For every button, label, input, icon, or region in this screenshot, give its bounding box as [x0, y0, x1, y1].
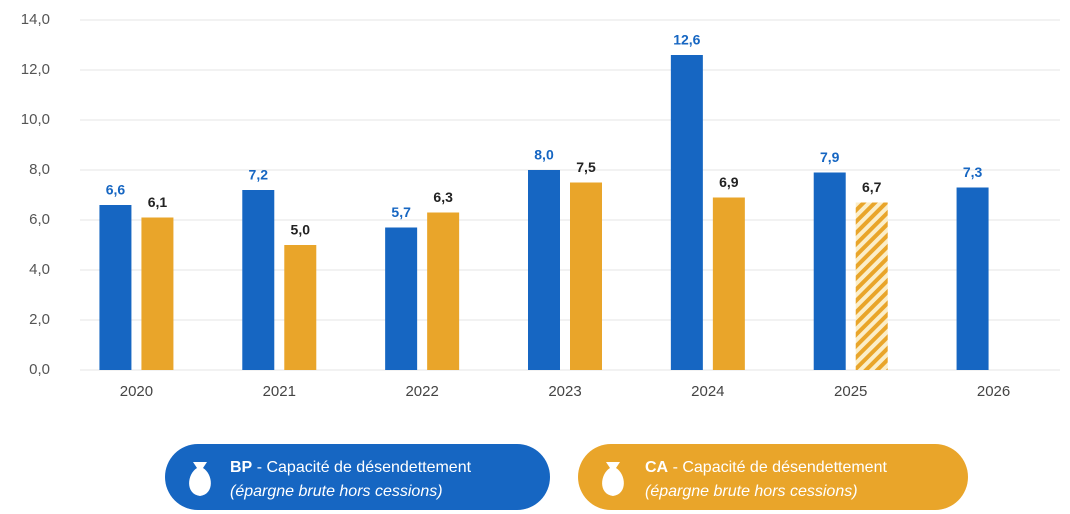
value-label: 6,9	[719, 174, 739, 190]
y-tick-label: 12,0	[21, 61, 50, 78]
bar	[855, 202, 888, 370]
value-label: 6,6	[106, 182, 126, 198]
bar	[813, 172, 846, 370]
x-tick-label: 2023	[548, 383, 581, 400]
value-label: 6,3	[433, 189, 453, 205]
x-tick-label: 2025	[834, 383, 867, 400]
value-label: 6,1	[148, 194, 168, 210]
legend-pill	[165, 444, 550, 510]
value-label: 12,6	[673, 32, 700, 48]
value-label: 7,2	[249, 167, 269, 183]
bar	[385, 227, 418, 370]
value-label: 6,7	[862, 179, 882, 195]
value-label: 5,0	[291, 222, 311, 238]
bar	[141, 217, 174, 370]
y-tick-label: 10,0	[21, 111, 50, 128]
value-label: 7,3	[963, 164, 983, 180]
value-label: 8,0	[534, 147, 554, 163]
bar	[284, 245, 317, 370]
bar	[712, 197, 745, 370]
y-tick-label: 0,0	[29, 361, 50, 378]
x-tick-label: 2022	[405, 383, 438, 400]
legend-label: BP - Capacité de désendettement	[230, 459, 472, 476]
bar	[99, 205, 132, 370]
y-tick-label: 4,0	[29, 261, 50, 278]
legend-pill	[578, 444, 968, 510]
y-tick-label: 2,0	[29, 311, 50, 328]
legend-note: (épargne brute hors cessions)	[645, 483, 858, 500]
value-label: 5,7	[391, 204, 411, 220]
x-tick-label: 2021	[263, 383, 296, 400]
bar	[528, 170, 560, 370]
legend-icon	[189, 462, 211, 496]
legend-label: CA - Capacité de désendettement	[645, 459, 887, 476]
legend-icon	[602, 462, 624, 496]
x-tick-label: 2020	[120, 383, 153, 400]
bar	[570, 182, 602, 370]
legend-note: (épargne brute hors cessions)	[230, 483, 443, 500]
y-tick-label: 14,0	[21, 11, 50, 28]
y-tick-label: 8,0	[29, 161, 50, 178]
bar	[956, 187, 989, 370]
x-tick-label: 2024	[691, 383, 724, 400]
value-label: 7,5	[576, 159, 596, 175]
legend: BP - Capacité de désendettement (épargne…	[165, 444, 968, 510]
y-tick-label: 6,0	[29, 211, 50, 228]
value-label: 7,9	[820, 149, 840, 165]
bar	[427, 212, 460, 370]
x-tick-label: 2026	[977, 383, 1010, 400]
bar	[670, 55, 703, 370]
bar	[242, 190, 275, 370]
